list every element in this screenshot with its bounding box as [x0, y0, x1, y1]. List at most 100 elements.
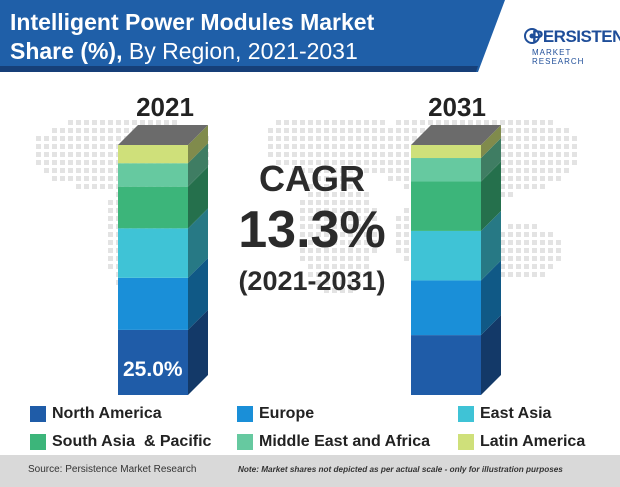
map-dot: [300, 128, 305, 133]
map-dot: [308, 200, 313, 205]
map-dot: [276, 120, 281, 125]
map-dot: [380, 128, 385, 133]
map-dot: [532, 256, 537, 261]
map-dot: [372, 240, 377, 245]
map-dot: [300, 240, 305, 245]
map-dot: [516, 272, 521, 277]
legend-item: Europe: [237, 404, 314, 424]
map-dot: [292, 160, 297, 165]
map-dot: [276, 128, 281, 133]
map-dot: [500, 176, 505, 181]
map-dot: [324, 184, 329, 189]
map-dot: [300, 232, 305, 237]
map-dot: [324, 144, 329, 149]
map-dot: [340, 120, 345, 125]
map-dot: [308, 128, 313, 133]
map-dot: [276, 136, 281, 141]
map-dot: [164, 120, 169, 125]
map-dot: [348, 256, 353, 261]
map-dot: [100, 136, 105, 141]
map-dot: [548, 128, 553, 133]
map-dot: [500, 136, 505, 141]
map-dot: [572, 152, 577, 157]
map-dot: [540, 136, 545, 141]
legend-item: Latin America: [458, 432, 585, 452]
map-dot: [308, 136, 313, 141]
map-dot: [340, 168, 345, 173]
map-dot: [316, 232, 321, 237]
map-dot: [364, 136, 369, 141]
map-dot: [108, 224, 113, 229]
map-dot: [524, 152, 529, 157]
logo-tagline: MARKET RESEARCH: [532, 48, 585, 66]
map-dot: [396, 144, 401, 149]
map-dot: [540, 176, 545, 181]
map-dot: [364, 192, 369, 197]
map-dot: [300, 160, 305, 165]
map-dot: [332, 256, 337, 261]
map-dot: [60, 176, 65, 181]
map-dot: [292, 144, 297, 149]
map-dot: [556, 128, 561, 133]
legend-swatch: [30, 406, 46, 422]
bar-side-latin-america-2021: [188, 125, 208, 164]
map-dot: [36, 152, 41, 157]
map-dot: [372, 128, 377, 133]
map-dot: [364, 216, 369, 221]
map-dot: [52, 152, 57, 157]
map-dot: [412, 136, 417, 141]
map-dot: [548, 120, 553, 125]
map-dot: [332, 208, 337, 213]
map-dot: [516, 176, 521, 181]
map-dot: [556, 240, 561, 245]
map-dot: [60, 144, 65, 149]
map-dot: [548, 264, 553, 269]
map-dot: [524, 160, 529, 165]
map-dot: [396, 152, 401, 157]
map-dot: [356, 264, 361, 269]
map-dot: [348, 184, 353, 189]
map-dot: [524, 128, 529, 133]
bar-side-south-asia-pacific-2021: [188, 166, 208, 229]
map-dot: [348, 288, 353, 293]
map-dot: [308, 256, 313, 261]
map-dot: [308, 184, 313, 189]
map-dot: [556, 168, 561, 173]
map-dot: [84, 152, 89, 157]
bar-top-2021: [118, 125, 208, 145]
map-dot: [516, 224, 521, 229]
map-dot: [460, 120, 465, 125]
map-dot: [100, 160, 105, 165]
bar-side-latin-america-2031: [481, 125, 501, 159]
map-dot: [332, 216, 337, 221]
map-dot: [372, 160, 377, 165]
map-dot: [508, 144, 513, 149]
map-dot: [396, 176, 401, 181]
map-dot: [340, 232, 345, 237]
map-dot: [100, 168, 105, 173]
map-dot: [396, 120, 401, 125]
map-dot: [108, 248, 113, 253]
map-dot: [324, 128, 329, 133]
map-dot: [44, 168, 49, 173]
map-dot: [540, 248, 545, 253]
map-dot: [436, 120, 441, 125]
map-dot: [516, 248, 521, 253]
map-dot: [372, 120, 377, 125]
bar-segment-europe-2021: [118, 277, 188, 330]
map-dot: [524, 224, 529, 229]
map-dot: [524, 184, 529, 189]
bar-side-east-asia-2031: [481, 210, 501, 281]
map-dot: [532, 168, 537, 173]
map-dot: [92, 168, 97, 173]
bar-segment-middle-east-and-africa-2031: [411, 158, 481, 182]
map-dot: [508, 136, 513, 141]
bar-segment-north-america-2031: [411, 335, 481, 395]
map-dot: [68, 120, 73, 125]
map-dot: [340, 288, 345, 293]
map-dot: [36, 144, 41, 149]
map-dot: [564, 152, 569, 157]
map-dot: [524, 120, 529, 125]
map-dot: [444, 120, 449, 125]
map-dot: [348, 192, 353, 197]
